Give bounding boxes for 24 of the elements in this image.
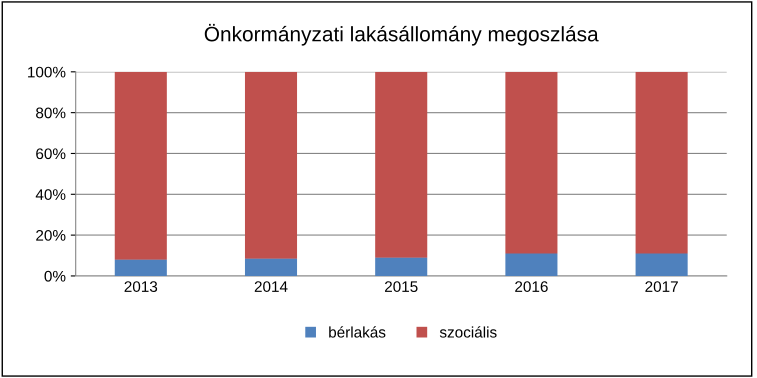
bar	[505, 72, 558, 254]
x-tick-label: 2015	[384, 281, 418, 292]
x-tick-label: 2016	[515, 281, 548, 292]
x-tick-label: 2014	[254, 281, 288, 292]
y-tick-label: 0%	[44, 270, 66, 282]
y-tick-label: 80%	[36, 108, 66, 118]
bar	[505, 253, 558, 276]
x-tick-label: 2017	[645, 281, 678, 292]
y-tick-label: 100%	[28, 66, 66, 78]
y-tick-label: 20%	[36, 230, 66, 241]
y-tick-label: 40%	[36, 189, 66, 200]
chart-title: Önkormányzati lakásállomány megoszlása	[204, 24, 599, 46]
legend-label: szociális	[440, 326, 497, 338]
bar	[375, 258, 428, 276]
bar	[114, 260, 167, 276]
y-tick-label: 60%	[36, 148, 66, 160]
bar	[375, 72, 428, 258]
bar	[636, 253, 688, 276]
legend-label: bérlakás	[329, 326, 386, 338]
x-tick-label: 2013	[124, 281, 158, 292]
bar	[636, 72, 688, 254]
bar	[244, 258, 298, 276]
bar	[244, 72, 298, 259]
bar	[114, 72, 167, 260]
